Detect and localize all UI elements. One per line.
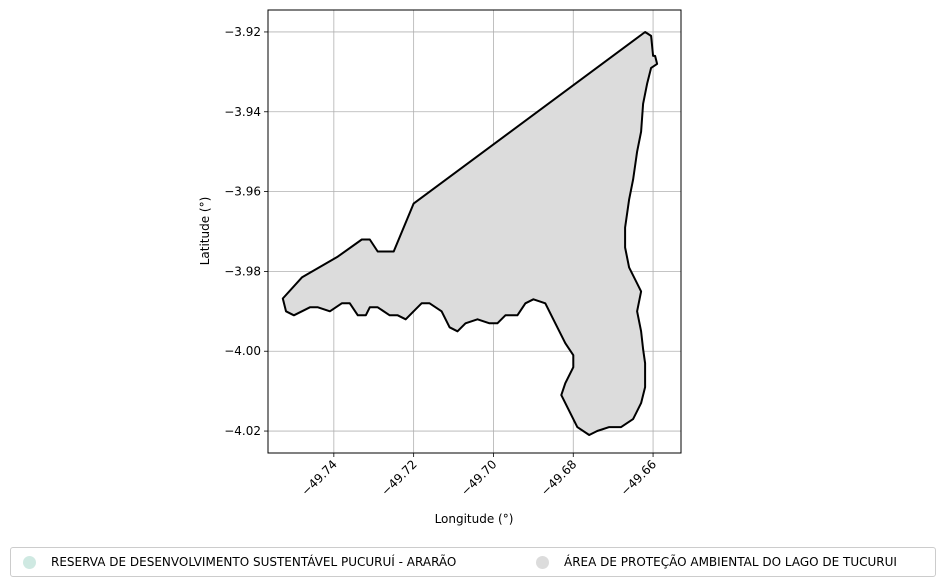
x-tick-label: −49.74 <box>299 457 340 498</box>
legend-item-rds: RESERVA DE DESENVOLVIMENTO SUSTENTÁVEL P… <box>23 555 456 569</box>
x-tick-label: −49.70 <box>458 457 499 498</box>
y-tick-label: −3.96 <box>224 185 261 199</box>
y-axis-label: Latitude (°) <box>198 197 212 266</box>
legend: RESERVA DE DESENVOLVIMENTO SUSTENTÁVEL P… <box>10 547 936 577</box>
protected-area-polygon <box>283 32 657 435</box>
x-tick-label: −49.72 <box>378 457 419 498</box>
x-tick-label: −49.68 <box>538 457 579 498</box>
map-polygons <box>283 32 657 435</box>
y-axis-ticks: −3.92 −3.94 −3.96 −3.98 −4.00 −4.02 <box>224 25 268 438</box>
legend-label-apa: ÁREA DE PROTEÇÃO AMBIENTAL DO LAGO DE TU… <box>564 555 897 569</box>
legend-marker-rds <box>23 556 36 569</box>
y-tick-label: −3.92 <box>224 25 261 39</box>
y-tick-label: −3.98 <box>224 264 261 278</box>
y-tick-label: −3.94 <box>224 105 261 119</box>
x-axis-ticks: −49.74 −49.72 −49.70 −49.68 −49.66 <box>299 453 660 499</box>
legend-label-rds: RESERVA DE DESENVOLVIMENTO SUSTENTÁVEL P… <box>51 555 456 569</box>
legend-item-apa: ÁREA DE PROTEÇÃO AMBIENTAL DO LAGO DE TU… <box>536 555 897 569</box>
x-tick-label: −49.66 <box>618 457 659 498</box>
y-tick-label: −4.00 <box>224 344 261 358</box>
legend-marker-apa <box>536 556 549 569</box>
y-tick-label: −4.02 <box>224 424 261 438</box>
x-axis-label: Longitude (°) <box>435 512 514 526</box>
